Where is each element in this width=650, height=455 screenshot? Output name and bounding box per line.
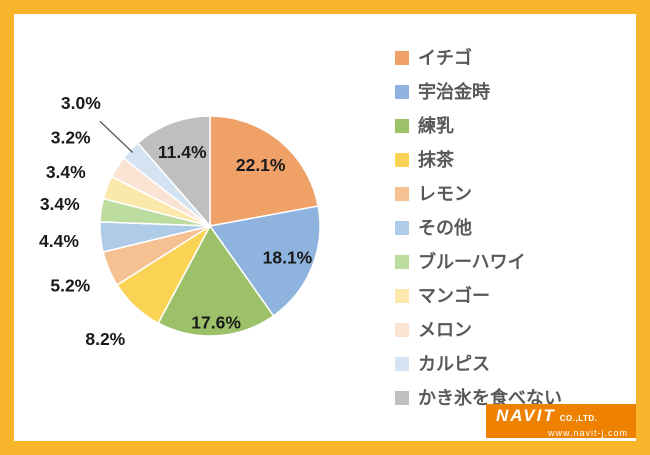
legend-swatch-icon bbox=[395, 119, 409, 133]
legend-swatch-icon bbox=[395, 255, 409, 269]
legend-label: 抹茶 bbox=[418, 150, 454, 170]
pie-label-4: 5.2% bbox=[50, 275, 90, 295]
legend-item-9: カルピス bbox=[395, 353, 562, 375]
legend-swatch-icon bbox=[395, 323, 409, 337]
navit-brand-row: NAVIT CO.,LTD. bbox=[496, 407, 628, 428]
legend-item-5: その他 bbox=[395, 217, 562, 239]
legend: イチゴ宇治金時練乳抹茶レモンその他ブルーハワイ マンゴーメロンカルピスかき氷を食べ… bbox=[395, 47, 562, 409]
legend-item-8: メロン bbox=[395, 319, 562, 341]
pie-slice-0 bbox=[209, 115, 320, 227]
pie-label-3: 8.2% bbox=[85, 329, 125, 349]
pie-slice-2 bbox=[157, 224, 275, 337]
pie-label-8: 3.2% bbox=[51, 128, 91, 148]
legend-item-6: ブルーハワイ bbox=[395, 251, 562, 273]
legend-label: その他 bbox=[418, 218, 472, 238]
legend-item-2: 練乳 bbox=[395, 115, 562, 137]
navit-url-text: www.navit-j.com bbox=[547, 428, 628, 438]
navit-brand-suffix: CO.,LTD. bbox=[559, 414, 598, 423]
legend-swatch-icon bbox=[395, 221, 409, 235]
legend-item-7: マンゴー bbox=[395, 285, 562, 307]
chart-area: 22.1% 18.1% 17.6% 8.2% 5.2% 4.4% 3.4% 3.4% 3.2% 3… bbox=[14, 14, 636, 441]
legend-item-1: 宇治金時 bbox=[395, 81, 562, 103]
legend-label: 練乳 bbox=[418, 116, 454, 136]
pie-label-5: 4.4% bbox=[39, 231, 79, 251]
legend-label: かき氷を食べない bbox=[418, 388, 562, 408]
legend-swatch-icon bbox=[395, 289, 409, 303]
legend-swatch-icon bbox=[395, 51, 409, 65]
pie-label-10: 11.4% bbox=[158, 142, 207, 162]
legend-label: レモン bbox=[418, 184, 472, 204]
pie-label-9: 3.0% bbox=[61, 93, 101, 113]
legend-item-10: かき氷を食べない bbox=[395, 387, 562, 409]
pie-label-0: 22.1% bbox=[236, 155, 286, 175]
legend-swatch-icon bbox=[395, 187, 409, 201]
legend-item-3: 抹茶 bbox=[395, 149, 562, 171]
pie-slice-10 bbox=[136, 115, 211, 229]
pie-label-7: 3.4% bbox=[46, 162, 86, 182]
legend-label: イチゴ bbox=[418, 48, 472, 68]
pie-label-1: 18.1% bbox=[263, 248, 313, 268]
pie-label-6: 3.4% bbox=[40, 194, 80, 214]
legend-label: 宇治金時 bbox=[418, 82, 490, 102]
legend-swatch-icon bbox=[395, 85, 409, 99]
legend-swatch-icon bbox=[395, 357, 409, 371]
navit-logo: NAVIT CO.,LTD. www.navit-j.com bbox=[486, 404, 636, 438]
pie-slice-1 bbox=[208, 205, 321, 317]
legend-label: カルピス bbox=[418, 354, 490, 374]
pie-label-leader-line-9 bbox=[99, 120, 134, 153]
legend-item-4: レモン bbox=[395, 183, 562, 205]
legend-label: メロン bbox=[418, 320, 472, 340]
legend-label: マンゴー bbox=[418, 286, 490, 306]
navit-brand-text: NAVIT bbox=[496, 406, 556, 425]
pie-chart: 22.1% 18.1% 17.6% 8.2% 5.2% 4.4% 3.4% 3.4% 3.2% 3… bbox=[39, 93, 321, 349]
legend-label: ブルーハワイ bbox=[418, 252, 526, 272]
legend-item-0: イチゴ bbox=[395, 47, 562, 69]
pie-label-2: 17.6% bbox=[191, 313, 241, 333]
legend-swatch-icon bbox=[395, 153, 409, 167]
legend-swatch-icon bbox=[395, 391, 409, 405]
